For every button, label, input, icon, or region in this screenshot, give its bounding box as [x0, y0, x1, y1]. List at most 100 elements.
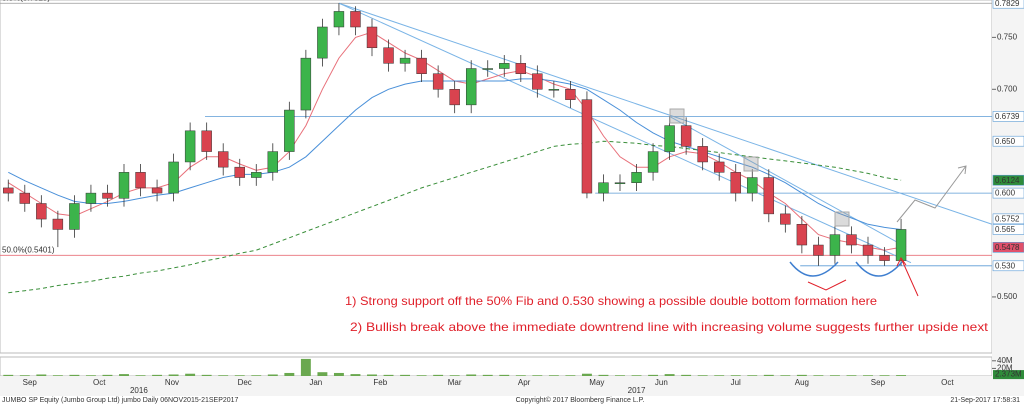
candle-body — [333, 11, 345, 28]
candle-body — [19, 192, 31, 204]
candle-body — [317, 26, 328, 59]
highlights — [669, 108, 850, 227]
candle-body — [763, 177, 775, 215]
level-label: 0.530 — [995, 261, 1016, 270]
level-box — [992, 260, 1024, 272]
candle-body — [300, 57, 312, 111]
volume-bar — [52, 375, 63, 376]
volume-last-label: 2.373M — [995, 370, 1022, 379]
level-box — [992, 224, 1024, 235]
volume-last-box — [993, 370, 1024, 380]
candle-body — [664, 125, 675, 152]
volume-bar — [664, 374, 675, 376]
volume-bar — [466, 374, 477, 376]
volume-bar — [813, 375, 824, 376]
candle-body — [383, 47, 394, 64]
candle-body — [168, 161, 179, 194]
highlight-box — [743, 156, 759, 172]
level-box — [992, 174, 1024, 186]
volume-bar — [648, 374, 659, 376]
candle-body — [697, 146, 708, 163]
x-tick-label: Oct — [941, 378, 954, 387]
x-tick-label: Apr — [518, 378, 531, 387]
volume-bar — [796, 374, 807, 376]
volume-bar — [697, 375, 708, 376]
volume-bar — [218, 375, 229, 376]
volume-panel — [0, 356, 993, 377]
volume-bar — [499, 374, 510, 376]
x-tick-label: Aug — [795, 378, 809, 387]
candle-body — [548, 89, 560, 91]
trendline — [338, 2, 912, 264]
volume-bar — [185, 373, 196, 376]
candle-body — [366, 26, 378, 49]
candle-body — [747, 177, 758, 194]
candle-body — [184, 130, 196, 163]
level-label: 0.650 — [995, 137, 1016, 146]
pointer-arrow — [807, 279, 847, 291]
volume-bar — [449, 375, 460, 376]
level-label: 0.5478 — [995, 243, 1020, 252]
volume-bar — [730, 375, 741, 376]
x-tick-label: Sep — [23, 378, 38, 387]
candle-body — [135, 172, 146, 189]
level-box — [992, 213, 1024, 225]
candle-body — [465, 68, 477, 106]
y-tick-label: 0.500 — [997, 292, 1018, 301]
level-box — [992, 187, 1024, 199]
bottom-arc — [789, 261, 839, 277]
volume-tick-label: 40M — [997, 356, 1013, 365]
x-tick-label: Jul — [731, 378, 741, 387]
volume-bar — [234, 375, 245, 376]
candle-body — [713, 161, 725, 173]
fib-label: 0.0%(0.7829) — [2, 0, 50, 2]
volume-bar — [36, 374, 47, 376]
candle-body — [730, 172, 741, 194]
level-label: 0.6124 — [995, 176, 1020, 185]
volume-bar — [416, 375, 427, 376]
year-label: 2016 — [130, 386, 148, 395]
footer-right: 21-Sep-2017 17:58:31 — [950, 397, 1020, 404]
pointer-arrow — [896, 257, 919, 297]
volume-bar — [681, 374, 692, 376]
highlight-box — [834, 211, 850, 227]
projection-arrow — [896, 165, 967, 223]
x-axis — [0, 376, 1024, 396]
candle-body — [449, 89, 460, 106]
x-tick-label: Nov — [165, 378, 179, 387]
volume-tick-label: 20M — [997, 364, 1013, 373]
x-tick-label: Jun — [655, 378, 668, 387]
level-box — [992, 0, 1024, 9]
candle-body — [482, 68, 493, 70]
candle-body — [647, 151, 659, 173]
x-tick-label: Feb — [373, 378, 387, 387]
candle-body — [85, 192, 97, 204]
x-tick-label: May — [589, 378, 604, 387]
volume-bar — [19, 375, 30, 376]
volume-bar — [714, 375, 725, 376]
volume-bar — [135, 375, 146, 376]
level-label: 0.5752 — [995, 214, 1020, 223]
candle-body — [151, 187, 163, 194]
trendline — [669, 115, 907, 248]
candle-body — [581, 99, 593, 194]
volume-bar — [367, 374, 377, 376]
candle-body — [631, 172, 642, 183]
candle-body — [879, 255, 890, 261]
volume-bar — [119, 374, 129, 376]
candle-body — [565, 89, 576, 100]
level-label: 0.6739 — [995, 112, 1020, 121]
volume-bar — [581, 373, 592, 376]
candle-body — [251, 172, 262, 178]
trendline — [338, 2, 993, 225]
candle-body — [399, 57, 411, 64]
footer-center: Copyright© 2017 Bloomberg Finance L.P. — [516, 396, 645, 404]
candle-body — [515, 63, 527, 74]
x-tick-label: Dec — [238, 378, 252, 387]
candle-body — [862, 244, 874, 256]
x-tick-label: Sep — [871, 378, 886, 387]
volume-bar — [333, 372, 344, 376]
year-label: 2017 — [628, 386, 646, 395]
candle-body — [36, 203, 47, 220]
volume-bar — [168, 374, 179, 376]
